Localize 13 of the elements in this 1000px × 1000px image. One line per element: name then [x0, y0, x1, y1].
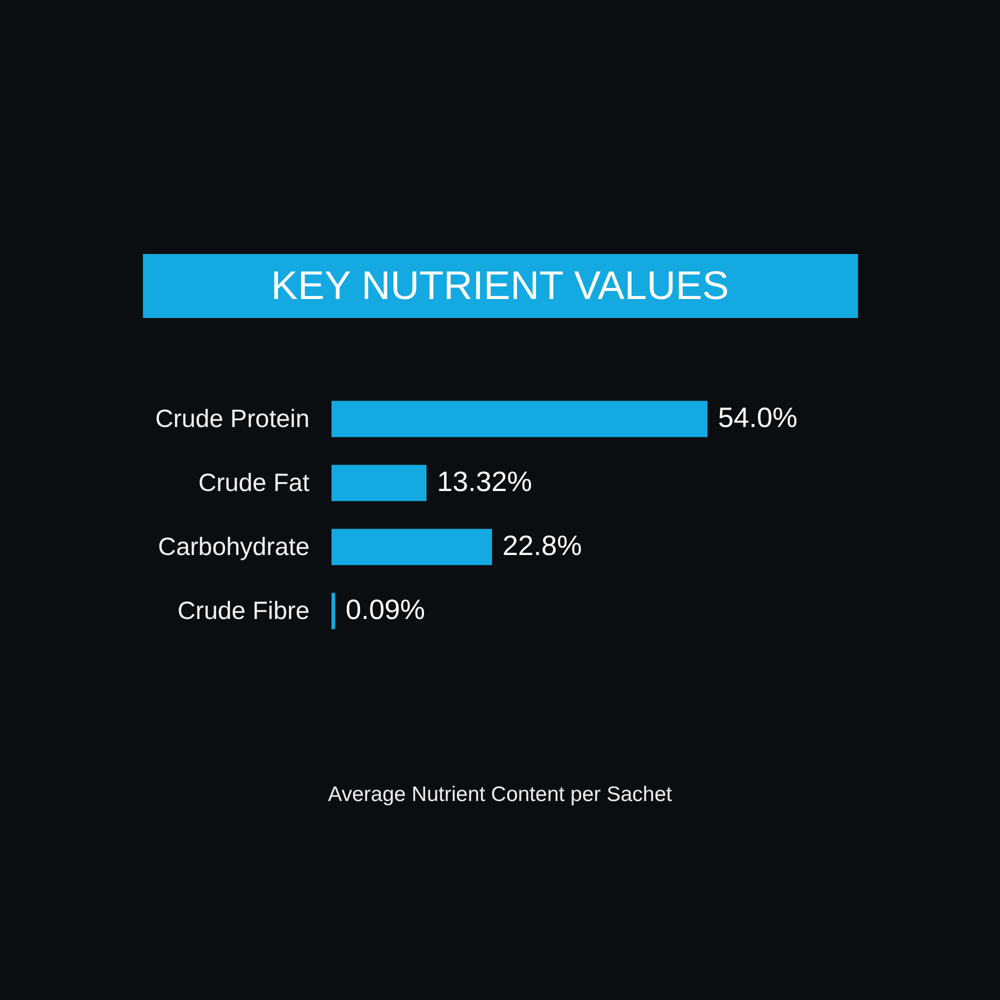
text: Average Nutrient Content per Sachet — [327, 783, 673, 807]
y-tick-label: Crude Fibre — [178, 597, 310, 625]
bar — [332, 464, 427, 502]
y-tick-label: Crude Protein — [155, 405, 310, 433]
data-label: 22.8% — [502, 530, 582, 561]
bar — [332, 400, 708, 438]
data-label: 13.32% — [437, 466, 532, 497]
y-tick-label: Carbohydrate — [158, 533, 310, 561]
y-tick-label: Crude Fat — [198, 469, 310, 497]
chart-title: KEY NUTRIENT VALUES — [270, 263, 730, 310]
data-label: 0.09% — [346, 594, 426, 625]
bar — [332, 528, 492, 566]
data-label: 54.0% — [718, 402, 798, 433]
